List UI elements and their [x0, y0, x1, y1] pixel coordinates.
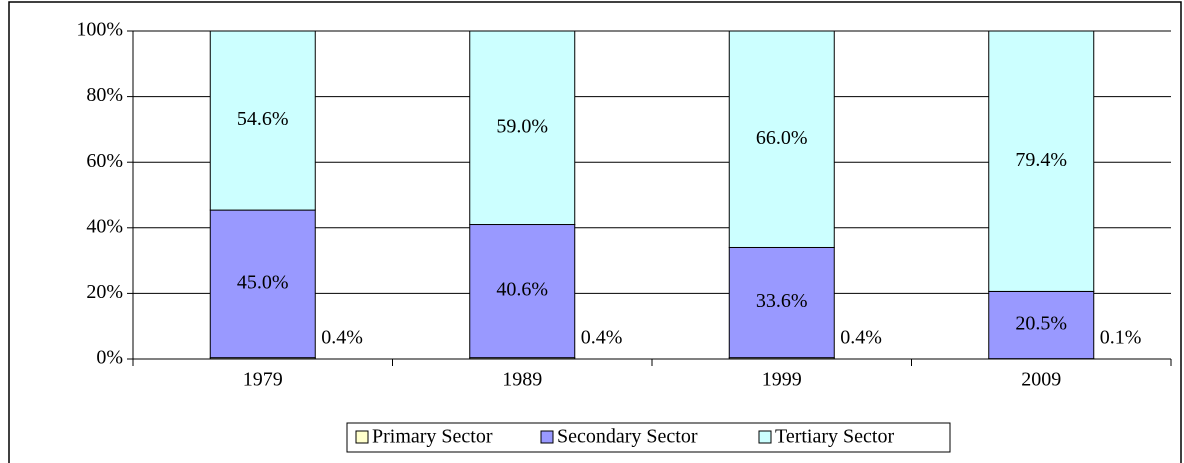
legend-swatch — [355, 430, 369, 444]
data-label: 0.1% — [1100, 327, 1142, 349]
y-tick-label: 100% — [76, 19, 123, 41]
bar-segment — [469, 30, 576, 226]
bar-segment — [728, 30, 835, 248]
y-tick-label: 0% — [96, 347, 123, 369]
y-tick-label: 20% — [86, 281, 123, 303]
data-label: 54.6% — [237, 108, 289, 130]
x-tick-label: 1979 — [243, 369, 283, 391]
data-label: 45.0% — [237, 271, 289, 293]
legend-swatch — [758, 430, 772, 444]
x-tick-label: 1989 — [502, 369, 542, 391]
y-tick-label: 40% — [86, 215, 123, 237]
data-label: 0.4% — [581, 327, 623, 349]
bar-segment — [209, 209, 316, 359]
y-tick-label: 60% — [86, 150, 123, 172]
data-label: 20.5% — [1015, 313, 1067, 335]
chart-frame — [8, 1, 1182, 463]
data-label: 66.0% — [756, 127, 808, 149]
legend-box — [346, 422, 951, 453]
data-label: 33.6% — [756, 290, 808, 312]
data-label: 79.4% — [1015, 149, 1067, 171]
data-label: 59.0% — [496, 115, 548, 137]
legend-label: Primary Sector — [372, 426, 493, 448]
bar-segment — [988, 290, 1095, 360]
legend-swatch — [540, 430, 554, 444]
data-label: 40.6% — [496, 279, 548, 301]
y-tick-label: 80% — [86, 84, 123, 106]
legend-label: Tertiary Sector — [775, 426, 894, 448]
data-label: 0.4% — [321, 327, 363, 349]
bar-segment — [988, 30, 1095, 292]
x-tick-label: 2009 — [1021, 369, 1061, 391]
bar-segment — [728, 246, 835, 359]
data-label: 0.4% — [840, 327, 882, 349]
bar-segment — [209, 30, 316, 211]
legend-label: Secondary Sector — [557, 426, 698, 448]
x-tick-label: 1999 — [762, 369, 802, 391]
